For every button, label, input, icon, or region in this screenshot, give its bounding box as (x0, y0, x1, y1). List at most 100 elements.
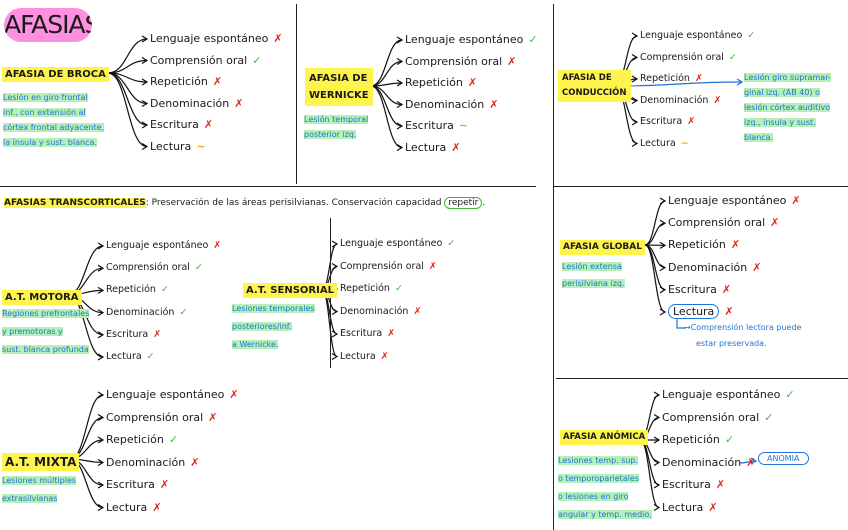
cross-icon: ✗ (159, 478, 170, 491)
symptom-item: Lectura ✗ (405, 141, 461, 155)
check-icon: ✓ (160, 284, 169, 296)
symptom-item: Comprensión oral ✓ (106, 262, 203, 274)
symptom-label: Comprensión oral (106, 410, 204, 424)
symptom-label: Repetición (668, 238, 726, 252)
tilde-icon: ∼ (196, 139, 206, 153)
cross-icon: ✗ (203, 118, 214, 131)
arrowhead (331, 240, 339, 248)
cross-icon: ✗ (213, 240, 222, 251)
symptom-label: Lenguaje espontáneo (150, 32, 269, 45)
symptom-label: Comprensión oral (150, 53, 248, 67)
check-icon: ✓ (394, 283, 403, 294)
note-line: la ínsula y sust. blanca. (3, 138, 97, 147)
section-heading-end: . (482, 198, 486, 208)
symptom-label: Lenguaje espontáneo (106, 240, 209, 251)
check-icon: ✓ (179, 306, 188, 318)
arrowhead (631, 96, 639, 105)
note-line: Lesión temporal (304, 115, 369, 124)
symptom-item: Escritura ✗ (640, 116, 695, 128)
check-icon: ✓ (252, 53, 262, 67)
symptom-item: Lenguaje espontáneo ✓ (340, 238, 455, 250)
page-title: AFASIAS (4, 8, 92, 42)
cross-icon: ✗ (752, 260, 762, 274)
arrowhead (659, 286, 667, 294)
symptom-label: Repetición (106, 433, 164, 446)
arrowhead (396, 122, 404, 130)
symptom-item: Repetición ✗ (668, 238, 740, 252)
symptom-connector (69, 394, 104, 460)
check-icon: ✓ (747, 30, 756, 41)
symptom-item: Lenguaje espontáneo ✓ (662, 388, 795, 402)
symptom-item: Repetición ✓ (340, 283, 403, 295)
symptom-label: Repetición (150, 75, 208, 88)
symptom-label: Comprensión oral (662, 410, 760, 424)
card-name-broca: AFASIA DE BROCA (2, 67, 109, 82)
symptom-label: Escritura (340, 328, 383, 339)
symptom-item: Escritura ∼ (405, 119, 468, 133)
note-line: Lesiones múltiples (2, 476, 77, 485)
card-name-line: AFASIA DE (309, 73, 368, 84)
cross-icon: ✗ (152, 500, 162, 514)
card-name-motora: A.T. MOTORA (2, 290, 82, 305)
symptom-label: Lectura (405, 140, 447, 154)
global-extra-note: →Comprensión lectora puede estar preserv… (684, 320, 844, 352)
arrowhead (97, 286, 105, 294)
cross-icon: ✗ (212, 75, 223, 88)
arrowhead (659, 197, 667, 205)
symptom-item: Comprensión oral ✗ (668, 216, 779, 230)
symptom-label: Denominación (106, 455, 186, 469)
symptom-item: Denominación ✗ (106, 456, 199, 470)
symptom-item: Escritura ✗ (668, 283, 731, 297)
symptom-label: Repetición (340, 283, 390, 294)
arrowhead (97, 242, 105, 250)
anomia-tag: ANOMIA (758, 452, 809, 465)
symptom-label: Escritura (106, 328, 149, 340)
symptom-item: Lenguaje espontáneo ✗ (106, 388, 239, 402)
card-note-global: Lesión extensa perisilviana izq. (562, 258, 652, 292)
symptom-item: Denominación ✗ (150, 97, 243, 111)
symptom-item: Escritura ✗ (106, 478, 169, 492)
check-icon: ✓ (146, 351, 155, 362)
symptom-label: Comprensión oral (405, 54, 503, 68)
note-line: posterior izq. (304, 130, 357, 139)
symptom-label: Denominación (640, 94, 709, 106)
note-line: a Wernicke. (232, 340, 279, 349)
note-line: perisilviana izq. (562, 279, 625, 288)
cross-icon: ✗ (451, 140, 461, 154)
symptom-label: Repetición (662, 433, 720, 446)
symptom-label: Denominación (150, 96, 230, 110)
divider (553, 4, 554, 530)
symptom-label: Escritura (662, 478, 711, 491)
symptom-label: Lenguaje espontáneo (662, 388, 781, 401)
symptom-connector (67, 245, 104, 296)
note-line: Lesión en giro frontal (3, 93, 88, 102)
symptom-item: Lectura ✗ (662, 501, 718, 515)
symptom-item: Repetición ✓ (106, 433, 178, 447)
symptom-label: Lectura (640, 137, 676, 149)
symptom-label: Repetición (405, 76, 463, 89)
arrowhead (141, 121, 149, 129)
symptom-connector (107, 72, 148, 83)
symptom-item: Lectura ✓ (106, 351, 155, 363)
symptom-item: Escritura ✗ (662, 478, 725, 492)
card-note-anomica: Lesiones temp. sup. o temporoparietales … (558, 452, 658, 524)
card-note-sensorial: Lesiones temporales posteriores/inf. a W… (232, 300, 330, 354)
note-line: posteriores/inf. (232, 322, 292, 331)
arrowhead (97, 264, 105, 272)
symptom-item: Denominación ✓ (106, 307, 187, 319)
symptom-connector (107, 59, 148, 74)
note-line: extrasilvianas (2, 494, 58, 503)
section-heading-text: : Preservación de las áreas perisilviana… (145, 198, 442, 208)
note-line: izq., ínsula y sust. (744, 118, 816, 127)
card-name-wernicke: AFASIA DE WERNICKE (305, 68, 373, 106)
arrowhead (396, 100, 404, 109)
card-note-mixta: Lesiones múltiples extrasilvianas (2, 472, 102, 508)
check-icon: ✓ (785, 388, 795, 401)
check-icon: ✓ (528, 33, 538, 46)
symptom-item: Denominación ✗ (340, 306, 421, 318)
symptom-connector (370, 39, 403, 87)
card-note-conduccion: Lesión giro supramar- ginal izq. (AB 40)… (744, 70, 848, 145)
arrowhead (659, 308, 667, 316)
symptom-label: Comprensión oral (668, 216, 766, 230)
note-line: sust. blanca profunda (2, 345, 89, 354)
